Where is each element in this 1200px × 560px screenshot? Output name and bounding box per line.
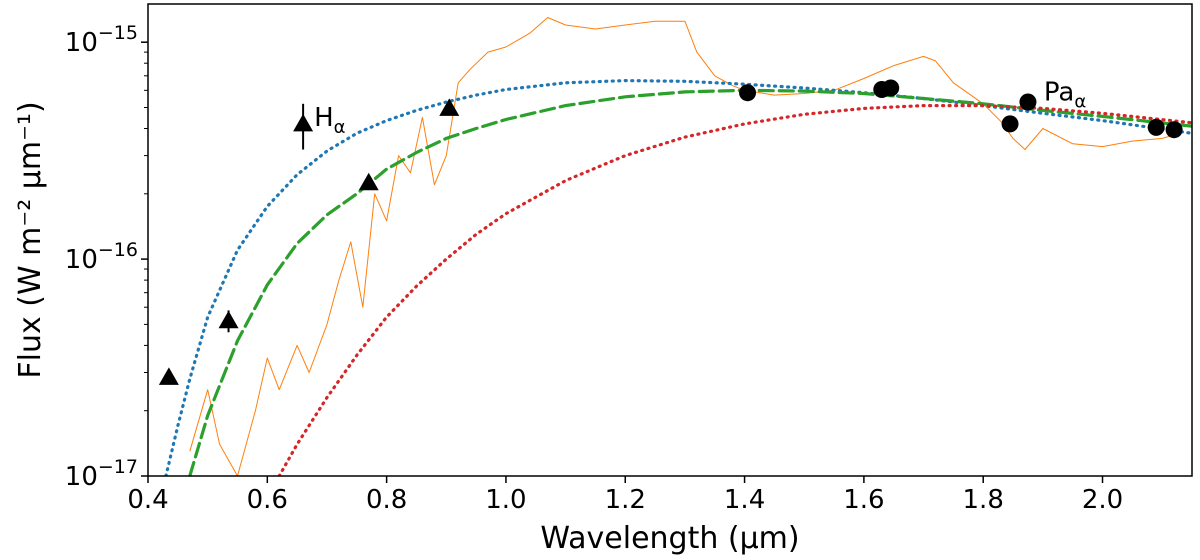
y-tick-label-2: 10−15	[65, 22, 138, 58]
point-photometry-triangles-2	[293, 113, 314, 132]
x-tick-label-2: 0.8	[366, 485, 407, 515]
x-axis-ticks: 0.4 0.6 0.8 1.0 1.2 1.4 1.6 1.8 2.0	[127, 476, 1123, 515]
x-tick-label-7: 1.8	[963, 485, 1004, 515]
point-photometry-circles-3	[1001, 115, 1019, 133]
y-tick-label-0: 10−17	[65, 456, 138, 492]
annotation-pa-alpha: Paα	[1044, 78, 1086, 113]
point-photometry-triangles-3	[358, 172, 379, 191]
x-tick-label-0: 0.4	[127, 485, 168, 515]
plot-frame	[147, 3, 1193, 477]
x-axis-label: Wavelength (μm)	[540, 521, 799, 556]
point-photometry-circles-6	[1165, 121, 1183, 139]
point-photometry-circles-4	[1019, 93, 1037, 111]
x-tick-label-6: 1.6	[843, 485, 884, 515]
y-tick-label-1: 10−16	[65, 239, 138, 275]
point-photometry-circles-0	[739, 84, 757, 102]
x-tick-label-8: 2.0	[1082, 485, 1123, 515]
x-tick-label-3: 1.0	[485, 485, 526, 515]
annotations: Hα Paα	[314, 78, 1086, 138]
point-photometry-circles-5	[1147, 118, 1165, 136]
x-tick-label-1: 0.6	[247, 485, 288, 515]
point-photometry-triangles-0	[158, 367, 179, 385]
annotation-h-alpha: Hα	[314, 103, 345, 138]
x-tick-label-4: 1.2	[605, 485, 646, 515]
point-photometry-triangles-4	[439, 98, 460, 116]
point-photometry-circles-2	[882, 79, 900, 97]
plot-data	[158, 17, 1192, 476]
point-photometry-triangles-1	[218, 310, 239, 329]
series-model-green	[188, 88, 1192, 476]
series-model-red	[277, 104, 1192, 476]
y-axis-label: Flux (W m⁻² μm⁻¹)	[13, 101, 48, 378]
x-tick-label-5: 1.4	[724, 485, 765, 515]
series-spectrum	[189, 17, 1181, 476]
y-axis-ticks: 10−17 10−16 10−15	[65, 22, 148, 492]
